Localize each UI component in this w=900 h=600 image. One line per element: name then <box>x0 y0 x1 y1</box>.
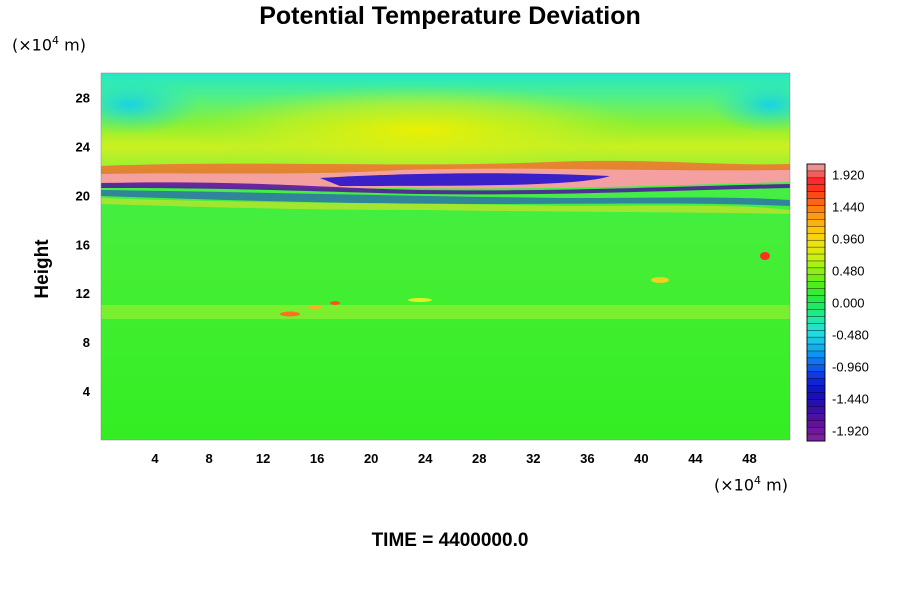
colorbar: 1.920 1.440 0.960 0.480 0.000 -0.480 -0.960 -1.… <box>806 163 869 442</box>
colorbar-segment <box>806 295 826 304</box>
colorbar-tick-label: -0.480 <box>832 327 869 342</box>
x-tick-label: 40 <box>634 451 648 466</box>
x-tick-label: 32 <box>526 451 540 466</box>
colorbar-segment <box>806 420 826 428</box>
y-tick-label: 12 <box>76 286 90 301</box>
y-axis-ticks: 4 8 12 16 20 24 28 <box>76 90 91 399</box>
colorbar-segment <box>806 226 826 234</box>
y-tick-label: 24 <box>76 139 91 154</box>
y-tick-label: 28 <box>76 90 90 105</box>
x-tick-label: 12 <box>256 451 270 466</box>
colorbar-segment <box>806 392 826 400</box>
colorbar-segment <box>806 364 826 373</box>
x-tick-label: 24 <box>418 451 433 466</box>
colorbar-segment <box>806 336 826 345</box>
colorbar-tick-label: -0.960 <box>832 359 869 374</box>
band-negative-core <box>320 173 610 186</box>
colorbar-segment <box>806 288 826 297</box>
speckles <box>280 252 770 317</box>
colorbar-segment <box>806 184 826 193</box>
colorbar-segment <box>806 413 826 421</box>
chart-title: Potential Temperature Deviation <box>259 2 641 30</box>
colorbar-tick-label: 1.440 <box>832 200 865 215</box>
colorbar-segment <box>806 316 826 324</box>
colorbar-segment <box>806 406 826 414</box>
band-warm-lower <box>101 198 790 214</box>
x-tick-label: 4 <box>151 451 159 466</box>
warm-region <box>190 85 650 175</box>
colorbar-tick-label: 0.480 <box>832 264 865 279</box>
band-negative-lower <box>101 182 790 195</box>
colorbar-frame <box>806 163 826 442</box>
plot-frame <box>100 72 791 441</box>
colorbar-segment <box>806 219 826 227</box>
colorbar-segment <box>806 212 826 220</box>
colorbar-segment <box>806 177 826 186</box>
colorbar-segment <box>806 385 826 394</box>
colorbar-segment <box>806 191 826 200</box>
colorbar-segment <box>806 323 826 331</box>
x-tick-label: 28 <box>472 451 486 466</box>
colorbar-segment <box>806 343 826 352</box>
x-tick-label: 36 <box>580 451 594 466</box>
band-negative-edge <box>101 190 790 206</box>
cool-region-right <box>710 77 790 133</box>
colorbar-segment <box>806 302 826 310</box>
heatmap-plot <box>101 73 790 440</box>
colorbar-tick-label: -1.440 <box>832 391 869 406</box>
colorbar-segment <box>806 163 826 172</box>
y-tick-label: 20 <box>76 188 90 203</box>
colorbar-segment <box>806 239 826 248</box>
colorbar-segment <box>806 246 826 255</box>
colorbar-segment <box>806 170 826 179</box>
x-axis-ticks: 4 8 12 16 20 24 28 32 36 40 44 48 <box>151 451 756 466</box>
x-tick-label: 44 <box>688 451 703 466</box>
colorbar-segment <box>806 233 826 241</box>
y-tick-label: 4 <box>83 384 91 399</box>
band-lower-layer <box>101 305 790 319</box>
y-tick-label: 16 <box>76 237 90 252</box>
colorbar-segment <box>806 330 826 338</box>
colorbar-segment <box>806 378 826 387</box>
x-tick-label: 48 <box>742 451 756 466</box>
colorbar-segment <box>806 426 826 435</box>
x-unit-label: (×104 m) <box>714 474 788 495</box>
cool-region-left <box>101 75 200 135</box>
colorbar-segment <box>806 260 826 269</box>
colorbar-segment <box>806 399 826 407</box>
colorbar-segment <box>806 274 826 283</box>
colorbar-segment <box>806 281 826 290</box>
x-tick-label: 8 <box>205 451 212 466</box>
colorbar-tick-label: 1.920 <box>832 168 865 183</box>
colorbar-tick-label: -1.920 <box>832 423 869 438</box>
x-tick-label: 20 <box>364 451 378 466</box>
colorbar-tick-label: 0.960 <box>832 232 865 247</box>
time-label: TIME = 4400000.0 <box>371 530 529 551</box>
colorbar-segment <box>806 371 826 380</box>
colorbar-segment <box>806 198 826 207</box>
colorbar-segment <box>806 309 826 317</box>
colorbar-tick-label: 0.000 <box>832 296 865 311</box>
y-tick-label: 8 <box>83 335 90 350</box>
colorbar-segment <box>806 205 826 213</box>
y-unit-label: (×104 m) <box>12 34 86 55</box>
colorbar-segment <box>806 433 826 442</box>
colorbar-segment <box>806 253 826 262</box>
colorbar-segment <box>806 357 826 366</box>
x-tick-label: 16 <box>310 451 324 466</box>
colorbar-segment <box>806 267 826 276</box>
colorbar-segment <box>806 350 826 359</box>
